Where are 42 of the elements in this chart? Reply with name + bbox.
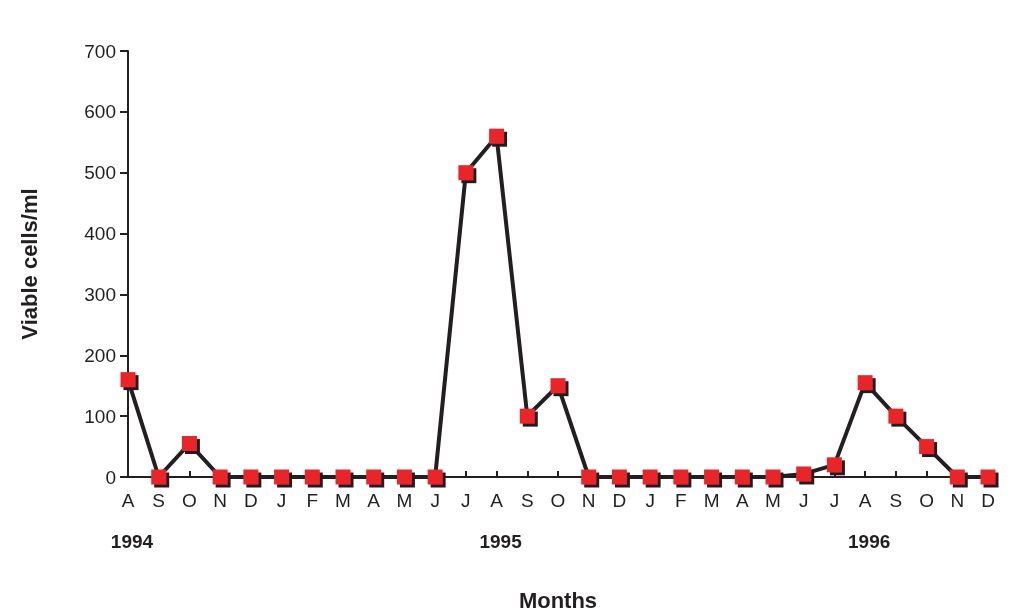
x-tick-label: S [889, 490, 903, 511]
x-tick-label: D [243, 490, 258, 511]
x-tick-label: O [919, 490, 934, 511]
y-tick-label: 200 [84, 344, 116, 366]
x-tick-label: A [490, 490, 504, 511]
x-tick-label: N [581, 490, 596, 511]
x-tick-label: A [121, 490, 135, 511]
text: 1994 [110, 531, 154, 552]
x-tick-label: F [306, 490, 319, 511]
y-tick-label: 300 [84, 283, 116, 305]
y-axis-title: Viable cells/ml [16, 188, 42, 340]
x-tick-label: D [612, 490, 627, 511]
x-tick-label: J [461, 490, 471, 511]
y-tick-label: 700 [84, 40, 116, 62]
x-tick-label: S [520, 490, 534, 511]
text: 1995 [479, 531, 523, 552]
x-tick-label: J [645, 490, 655, 511]
x-tick-label: M [703, 490, 720, 511]
x-tick-label: M [396, 490, 413, 511]
y-tick-label: 600 [84, 101, 116, 123]
x-tick-label: A [858, 490, 872, 511]
x-tick-label: J [798, 490, 809, 511]
x-tick-label: J [829, 490, 840, 511]
x-tick-label: M [335, 490, 351, 511]
y-tick-label: 100 [84, 405, 116, 427]
x-tick-label: O [550, 490, 566, 511]
x-tick-label: N [213, 490, 228, 511]
x-tick-label: O [182, 490, 197, 511]
x-tick-label: A [735, 490, 749, 511]
x-axis-title: Months [518, 587, 598, 613]
x-tick-label: M [765, 490, 781, 511]
x-tick-label: A [367, 490, 381, 511]
x-tick-label: D [981, 490, 995, 511]
x-tick-label: F [675, 490, 687, 511]
x-tick-label: S [152, 490, 166, 511]
x-tick-label: J [430, 490, 440, 511]
y-tick-label: 400 [84, 223, 116, 245]
x-tick-label: N [950, 490, 965, 511]
y-tick-label: 0 [105, 466, 116, 488]
y-tick-label: 500 [84, 162, 116, 184]
text: 1996 [848, 531, 891, 552]
x-tick-label: J [276, 490, 287, 511]
